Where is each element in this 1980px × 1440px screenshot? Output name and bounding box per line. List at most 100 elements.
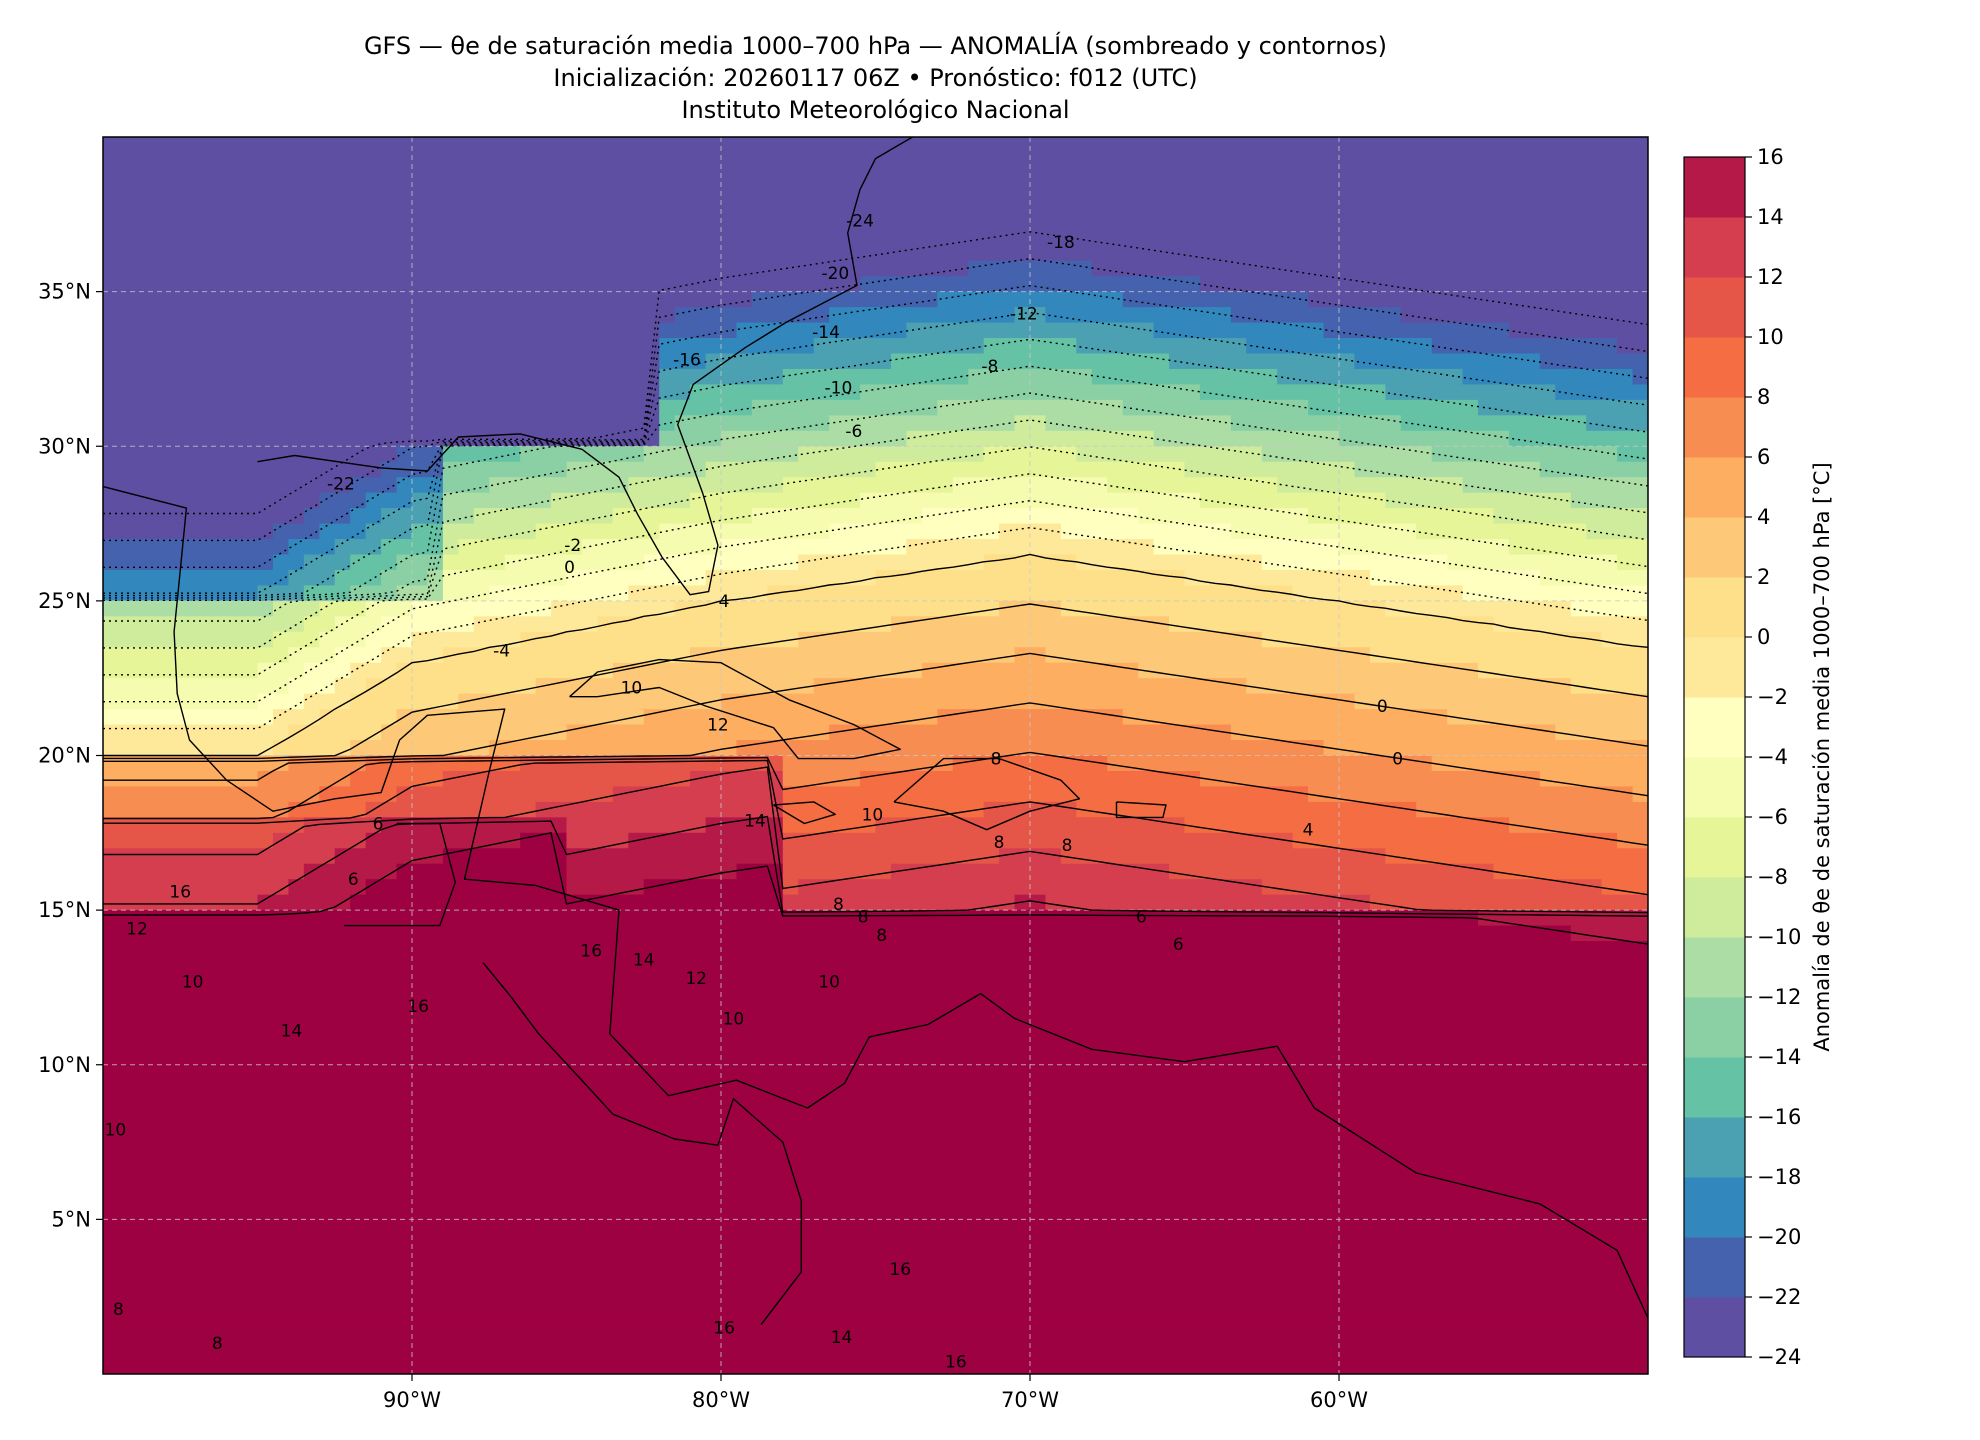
shading-cell: [103, 415, 660, 432]
x-tick-label: 90°W: [383, 1388, 441, 1412]
coastline: [103, 485, 1648, 1319]
contour-label: 16: [889, 1260, 911, 1280]
colorbar-tick-label: −10: [1757, 925, 1801, 949]
shading-cell: [103, 863, 305, 880]
shading-cell: [782, 801, 985, 818]
shading-cell: [103, 1033, 1648, 1050]
shading-cell: [1246, 678, 1572, 695]
shading-cell: [1508, 430, 1648, 447]
shading-cell: [1277, 368, 1464, 385]
shading-cell: [566, 569, 707, 587]
shading-cell: [442, 492, 552, 509]
shading-cell: [442, 523, 537, 540]
shading-cell: [643, 709, 938, 726]
shading-cell: [1199, 384, 1386, 401]
shading-cell: [442, 585, 490, 602]
colorbar-tick-label: −20: [1757, 1225, 1801, 1249]
shading-cell: [1385, 600, 1572, 617]
shading-cell: [103, 569, 289, 587]
contour-label: 8: [1062, 836, 1073, 856]
contour-label: 10: [723, 1009, 745, 1029]
shading-cell: [381, 616, 475, 633]
shading-cell: [1184, 817, 1510, 834]
shading-cell: [1539, 353, 1648, 370]
shading-cell: [1184, 461, 1356, 478]
shading-cell: [1076, 338, 1247, 355]
shading-cell: [705, 817, 784, 834]
shading-cell: [442, 539, 459, 556]
shading-cell: [1416, 801, 1648, 818]
shading-cell: [829, 415, 1016, 432]
shading-cell: [103, 987, 1648, 1004]
shading-cell: [1060, 600, 1386, 617]
shading-cell: [442, 461, 568, 478]
shading-cell: [103, 1219, 1648, 1236]
y-tick-label: 25°N: [38, 589, 91, 613]
shading-cell: [103, 492, 320, 509]
shading-cell: [103, 894, 259, 911]
anomaly-contours: [103, 231, 1648, 945]
shading-cell: [1153, 322, 1325, 339]
shading-cell: [968, 260, 1093, 277]
shading-cell: [782, 786, 1309, 803]
shading-cell: [1555, 724, 1648, 741]
shading-cell: [103, 1265, 1648, 1282]
contour-label: 16: [713, 1319, 735, 1339]
shading-cell: [103, 1250, 1648, 1267]
coastline: [1115, 801, 1167, 819]
shading-cell: [782, 755, 954, 772]
shading-cell: [1169, 353, 1356, 370]
shading-cell: [690, 492, 861, 509]
shading-cell: [1138, 662, 1479, 679]
shading-cell: [103, 446, 398, 463]
shading-cell: [612, 508, 753, 525]
shading-cell: [1107, 477, 1278, 494]
shading-cell: [1462, 368, 1634, 385]
shading-cell: [103, 1111, 1648, 1128]
shading-cell: [1060, 523, 1232, 540]
colorbar-band: [1684, 1297, 1745, 1358]
contour-line: [103, 499, 1648, 703]
shading-cell: [1138, 508, 1309, 525]
shading-cell: [1122, 291, 1309, 308]
shading-cell: [396, 786, 614, 803]
shading-cell: [659, 523, 830, 540]
map-plot-area[interactable]: -24-20-18-14-12-16-10-8-6-22-204-4101214…: [103, 137, 1649, 1375]
contour-label: 8: [994, 833, 1005, 853]
shading-cell: [442, 647, 691, 664]
shading-cell: [350, 554, 398, 571]
shading-cell: [103, 508, 305, 525]
shading-cell: [396, 446, 444, 463]
shading-cell: [1369, 894, 1648, 911]
shading-cell: [999, 848, 1062, 865]
shading-cell: [365, 492, 413, 509]
shading-cell: [751, 291, 938, 308]
shading-cell: [1292, 585, 1464, 602]
shading-cell: [1277, 477, 1464, 494]
contour-label: 8: [991, 750, 1002, 770]
shading-cell: [350, 508, 382, 525]
colorbar-label: Anomalía de θe de saturación media 1000–…: [1810, 462, 1834, 1051]
shading-cell: [767, 585, 1294, 602]
shading-cell: [319, 631, 367, 648]
shading-cell: [1508, 539, 1648, 556]
contour-line: [103, 392, 1648, 601]
shading-cell: [628, 832, 784, 849]
shading-cell: [1261, 631, 1603, 648]
shading-cell: [1539, 770, 1648, 788]
shading-cell: [1076, 446, 1263, 463]
shading-cell: [103, 1064, 1648, 1081]
shading-cell: [103, 1234, 1648, 1251]
shading-cell: [103, 291, 753, 308]
shading-cell: [612, 662, 923, 679]
shading-cell: [103, 1157, 1648, 1174]
shading-cell: [412, 600, 552, 617]
x-tick-label: 70°W: [1001, 1388, 1059, 1412]
contour-label: -2: [564, 536, 581, 556]
shading-cell: [1493, 863, 1648, 880]
colorbar-band: [1684, 1117, 1745, 1178]
colorbar-tick-label: 10: [1757, 325, 1784, 349]
shading-cell: [1369, 647, 1648, 664]
x-tick-label: 80°W: [692, 1388, 750, 1412]
shading-cell: [751, 399, 938, 416]
